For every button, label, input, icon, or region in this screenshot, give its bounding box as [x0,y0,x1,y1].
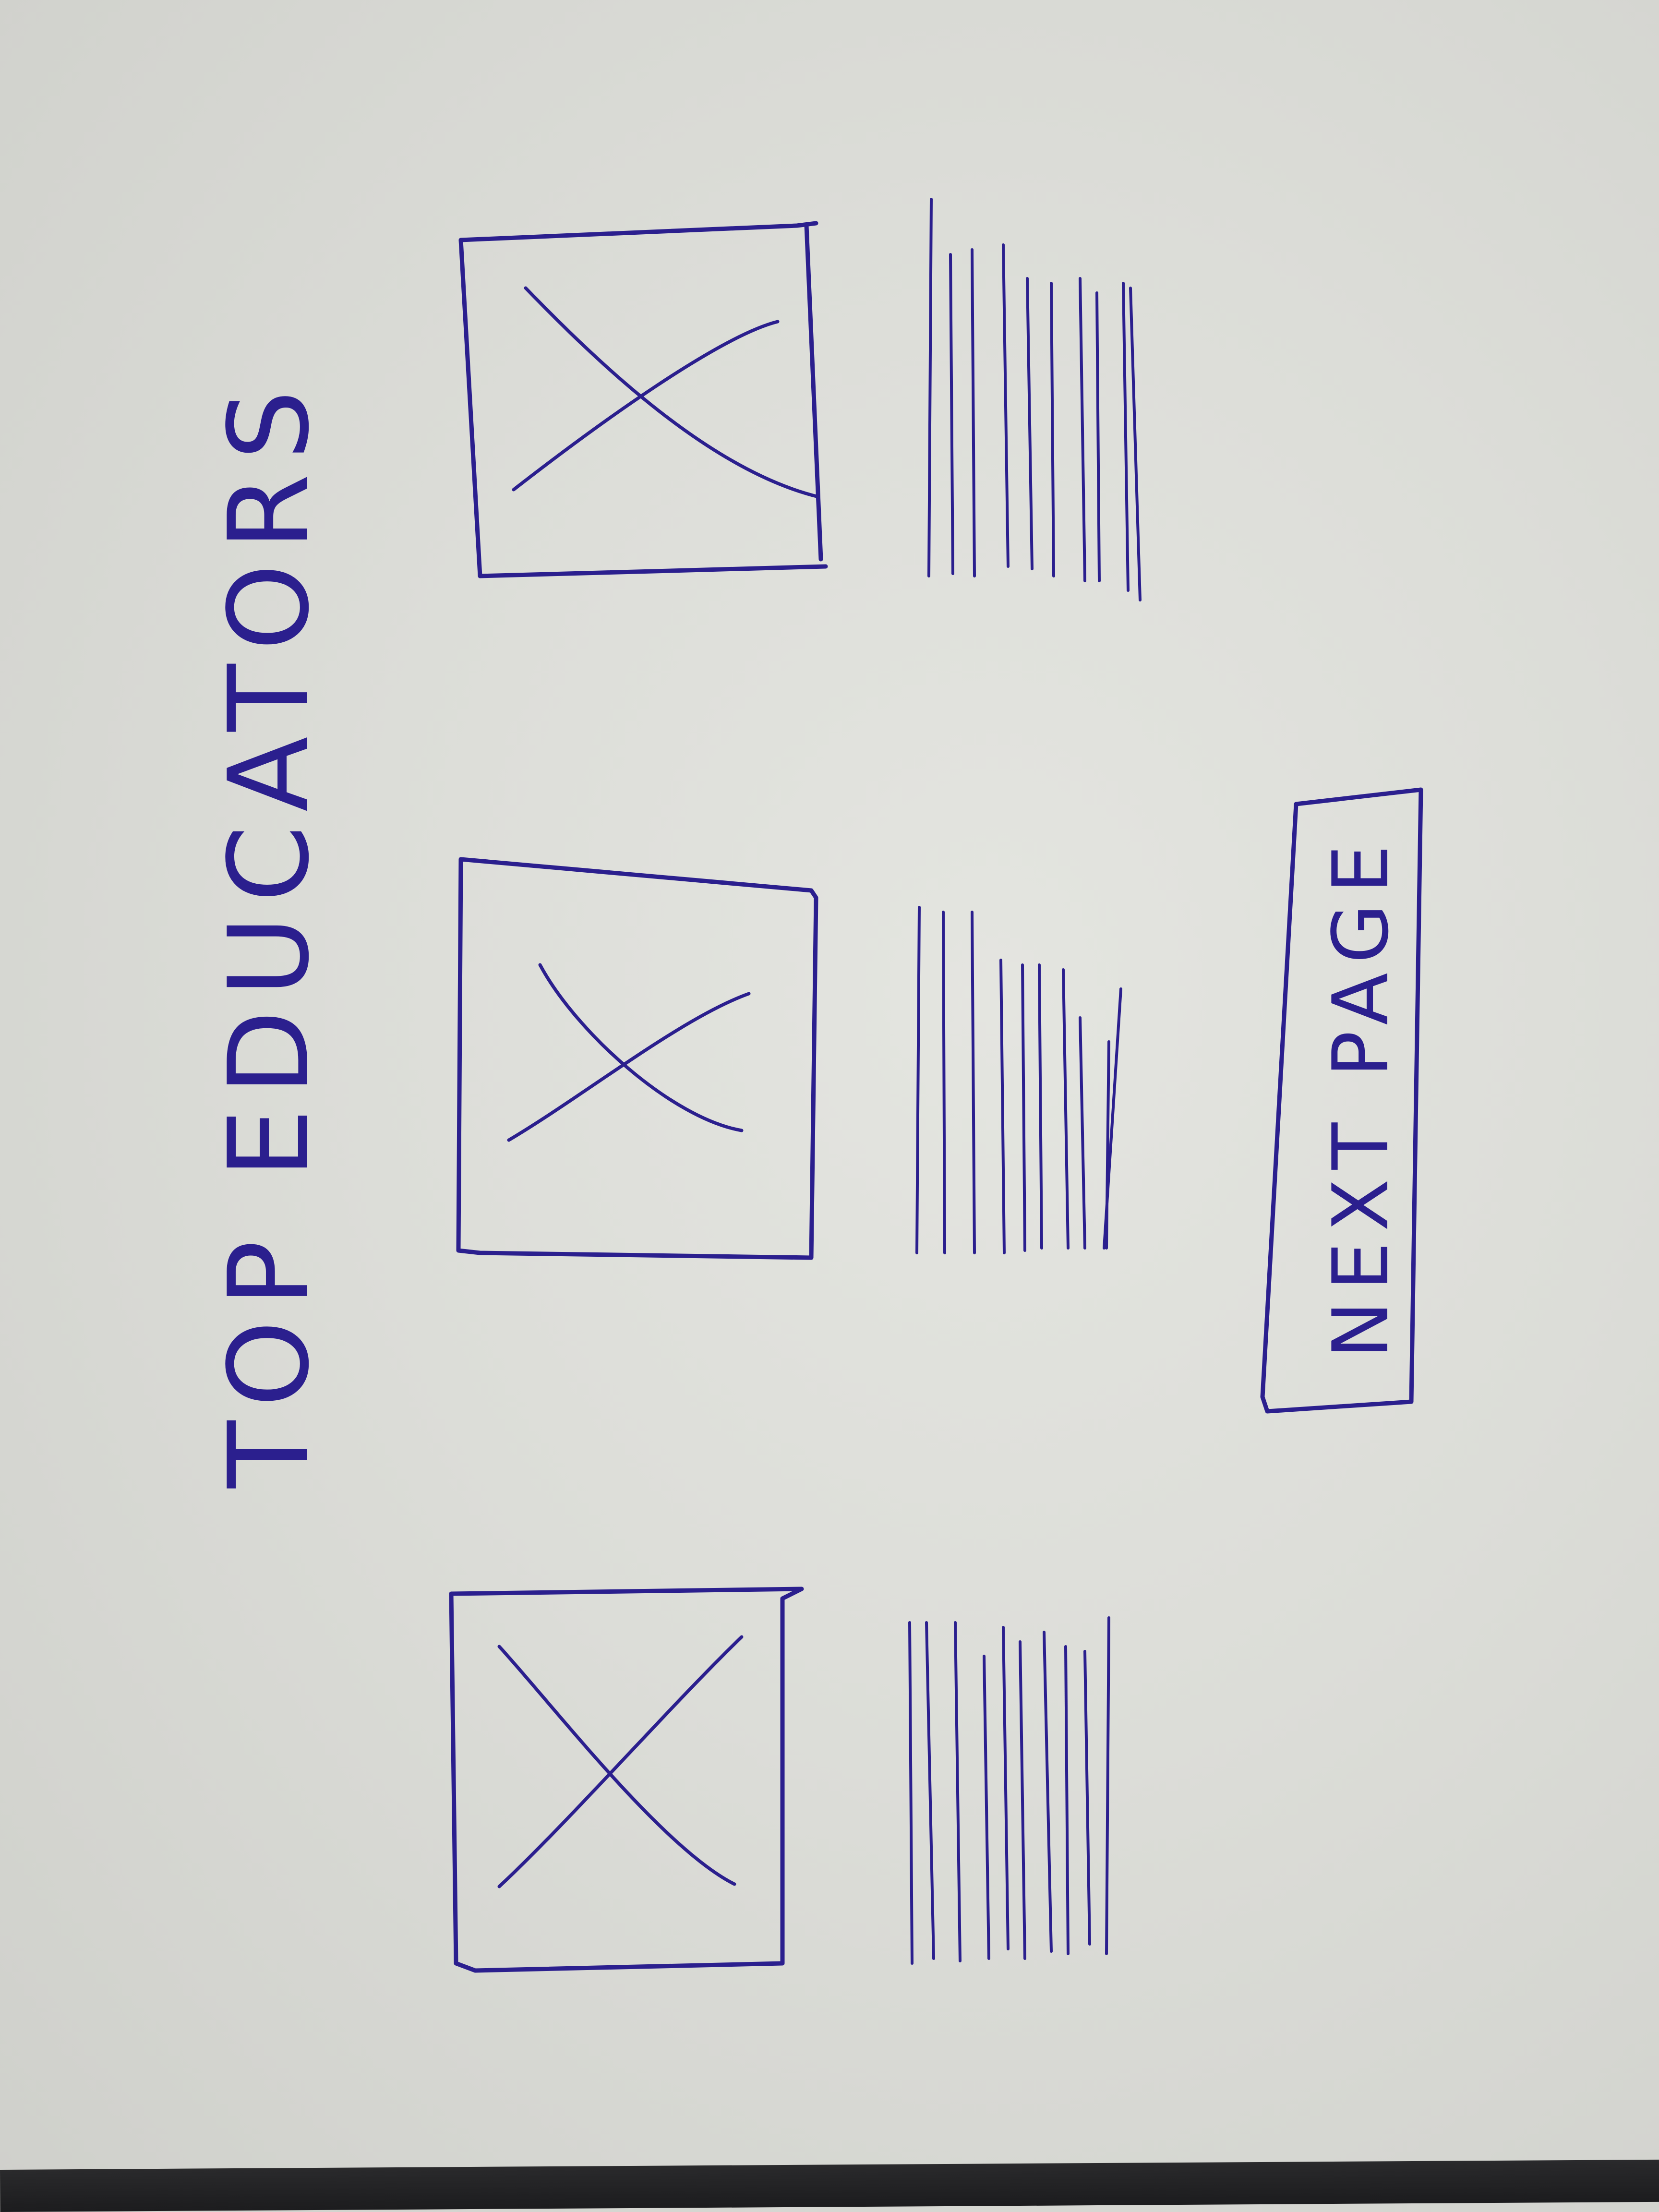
page-title: TOP EDUCATORS [205,376,334,1489]
educator-text-lines [927,198,1142,601]
next-page-button[interactable]: NEXT PAGE [1260,787,1423,1414]
educator-image-frame [456,857,818,1260]
educator-card[interactable] [449,1587,1110,1973]
image-placeholder-icon [497,1635,744,1888]
educator-card[interactable] [458,198,1142,601]
educator-card[interactable] [456,857,1122,1260]
image-placeholder-icon [512,286,820,499]
image-placeholder-icon [507,963,751,1142]
educator-image-frame [458,221,828,578]
educator-image-frame [449,1587,804,1973]
educator-text-lines [915,906,1122,1254]
next-page-button-frame [1260,787,1423,1414]
educator-text-lines [908,1616,1110,1965]
next-page-button-label: NEXT PAGE [1316,834,1406,1358]
